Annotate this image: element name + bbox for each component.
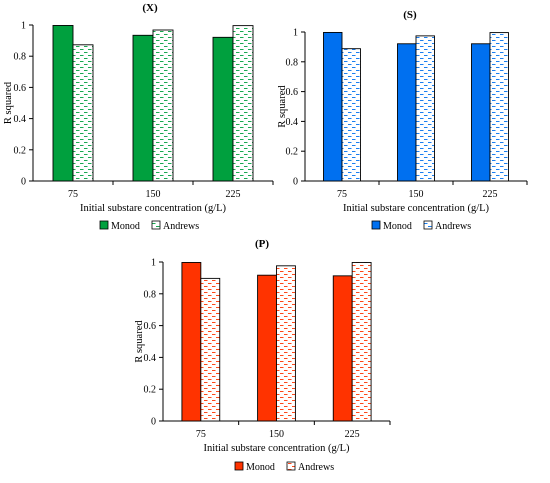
x-tick-label: 150 <box>409 189 424 200</box>
x-axis-label: Initial substare concentration (g/L) <box>80 203 227 214</box>
bar-monod-150 <box>397 43 417 182</box>
x-axis-label: Initial substare concentration (g/L) <box>203 443 350 454</box>
bar-monod-75 <box>52 25 74 182</box>
bar-monod-150 <box>132 34 154 182</box>
x-tick-label: 225 <box>345 429 360 440</box>
legend-swatch-andrews <box>286 461 296 471</box>
bar-andrews-225 <box>489 32 509 182</box>
y-tick-label: 0.6 <box>286 87 299 98</box>
y-tick-label: 0 <box>293 177 298 188</box>
bar-monod-150 <box>257 274 277 422</box>
y-tick-label: 0.6 <box>14 83 27 94</box>
legend-label-monod: Monod <box>246 462 275 473</box>
bar-monod-75 <box>323 31 343 182</box>
y-tick-label: 0 <box>151 417 156 428</box>
legend-label-andrews: Andrews <box>298 462 334 473</box>
x-tick-label: 225 <box>483 189 498 200</box>
y-tick-label: 0.2 <box>286 147 299 158</box>
chart-panel-1: (S) 0 0.2 0.4 0.6 0.8 1 R squared 75 150 225 Initia… <box>277 9 528 232</box>
legend-swatch-andrews <box>151 220 161 230</box>
legend-label-andrews: Andrews <box>163 221 199 232</box>
y-tick-label: 1 <box>151 258 156 269</box>
y-tick-label: 1 <box>21 21 26 32</box>
bar-andrews-225 <box>232 25 254 182</box>
bar-andrews-150 <box>152 29 174 182</box>
x-axis-label: Initial substare concentration (g/L) <box>343 203 490 214</box>
x-tick-label: 150 <box>269 429 284 440</box>
legend-swatch-monod <box>234 461 244 471</box>
legend-swatch-andrews <box>423 220 433 230</box>
bar-monod-225 <box>471 43 491 182</box>
chart-title: (P) <box>255 238 269 250</box>
bar-monod-75 <box>181 262 202 422</box>
chart-panel-0: (X) 0 0.2 0.4 0.6 0.8 1 R squared 75 150 225 Initia… <box>3 2 274 232</box>
legend-label-monod: Monod <box>111 221 140 232</box>
y-tick-label: 1 <box>293 28 298 39</box>
bar-andrews-150 <box>415 35 435 182</box>
bar-andrews-75 <box>341 48 361 182</box>
y-tick-label: 0.6 <box>144 321 157 332</box>
y-tick-label: 0.4 <box>286 117 299 128</box>
y-axis-label: R squared <box>134 320 145 363</box>
y-tick-label: 0.4 <box>144 353 157 364</box>
y-tick-label: 0.8 <box>14 52 27 63</box>
y-axis-label: R squared <box>277 85 288 128</box>
y-tick-label: 0.8 <box>144 289 157 300</box>
x-tick-label: 225 <box>226 189 241 200</box>
legend-swatch-monod <box>371 220 381 230</box>
x-tick-label: 75 <box>196 429 206 440</box>
bar-andrews-75 <box>200 277 221 422</box>
bar-andrews-150 <box>276 265 296 422</box>
chart-title: (S) <box>403 9 417 21</box>
bar-andrews-225 <box>351 262 372 422</box>
y-tick-label: 0.2 <box>14 145 27 156</box>
bar-monod-225 <box>212 36 234 182</box>
chart-title: (X) <box>142 2 158 14</box>
y-tick-label: 0 <box>21 177 26 188</box>
legend-swatch-monod <box>99 220 109 230</box>
x-tick-label: 150 <box>146 189 161 200</box>
y-tick-label: 0.8 <box>286 57 299 68</box>
bar-andrews-75 <box>72 44 94 182</box>
y-tick-label: 0.4 <box>14 114 27 125</box>
y-tick-label: 0.2 <box>144 385 157 396</box>
bar-monod-225 <box>332 275 353 422</box>
x-tick-label: 75 <box>337 189 347 200</box>
x-tick-label: 75 <box>68 189 78 200</box>
legend-label-andrews: Andrews <box>435 221 471 232</box>
chart-panel-2: (P) 0 0.2 0.4 0.6 0.8 1 R squared 75 150 225 Initia… <box>134 238 391 473</box>
legend-label-monod: Monod <box>383 221 412 232</box>
y-axis-label: R squared <box>3 81 14 124</box>
